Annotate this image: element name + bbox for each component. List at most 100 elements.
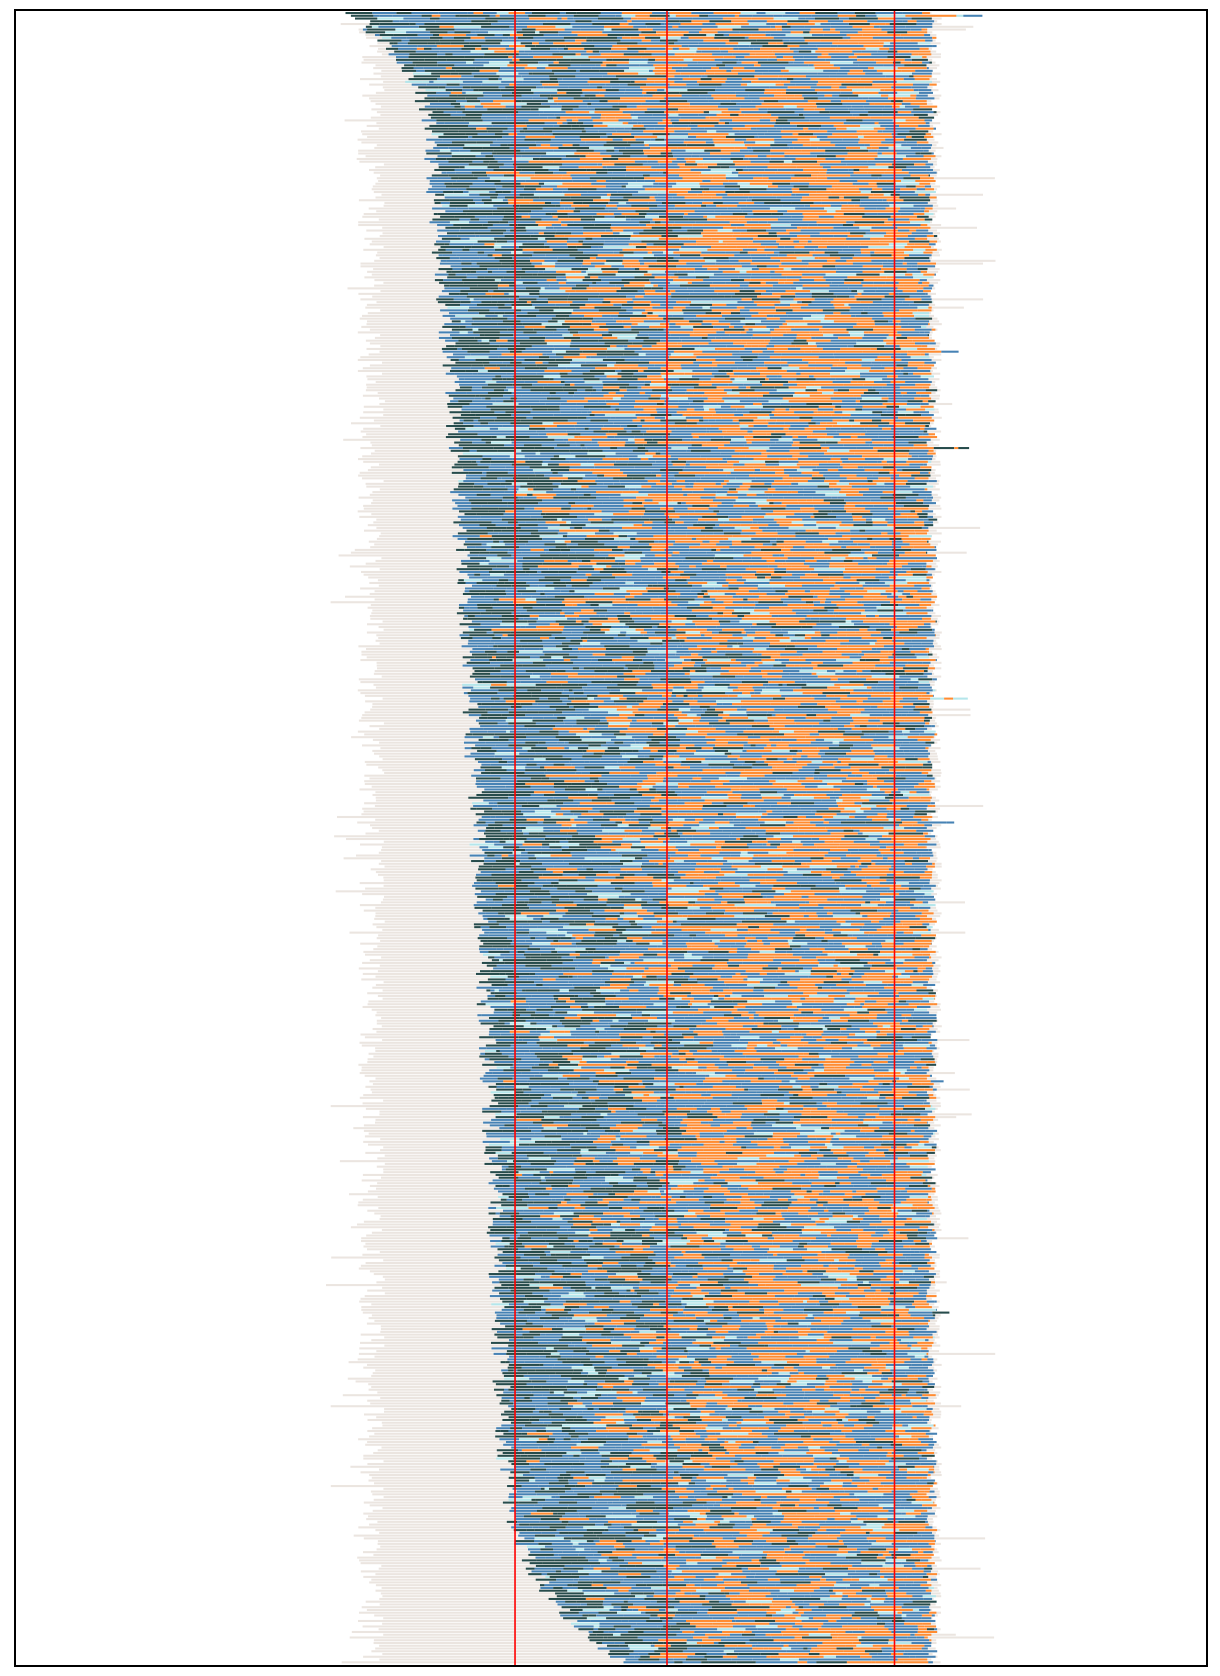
row-orange-segment [739, 375, 767, 377]
row-blue-segment [770, 290, 785, 292]
row-dark-segment [702, 337, 708, 339]
row-dark-segment [740, 290, 755, 292]
row-blue-segment [696, 26, 718, 28]
row-blue-segment [836, 431, 867, 433]
row-blue-segment [877, 461, 881, 463]
row-blue-segment [573, 18, 598, 20]
row-blue-segment [522, 75, 550, 77]
row-orange-segment [919, 436, 938, 438]
row-blue-segment [766, 326, 779, 328]
row-blue-segment [817, 345, 847, 347]
row-orange-segment [735, 163, 756, 165]
row-orange-segment [601, 53, 624, 55]
row-blue-segment [742, 86, 770, 88]
row-blue-segment [847, 106, 852, 108]
row-orange-segment [817, 221, 847, 223]
row-light-segment [670, 15, 676, 17]
row-orange-segment [686, 395, 692, 397]
row-dark-segment [500, 359, 514, 361]
row-blue-segment [833, 334, 850, 336]
row-dark-segment [531, 108, 539, 110]
row-blue-segment [866, 100, 891, 102]
row-blue-segment [912, 455, 919, 457]
row-blue-segment [868, 304, 883, 306]
row-blue-segment [678, 40, 704, 42]
row-blue-segment [527, 128, 543, 130]
row-blue-segment [514, 408, 532, 410]
row-blue-segment [876, 389, 906, 391]
row-dark-segment [500, 221, 508, 223]
row-blue-segment [579, 342, 604, 344]
row-dark-segment [462, 23, 491, 25]
row-orange-segment [584, 166, 602, 168]
row-orange-segment [440, 75, 461, 77]
row-orange-segment [834, 304, 845, 306]
row-orange-segment [920, 428, 924, 430]
row-blue-segment [521, 320, 548, 322]
row-dark-segment [854, 345, 884, 347]
row-dark-segment [440, 216, 454, 218]
row-blue-segment [841, 312, 862, 314]
row-blue-segment [918, 282, 922, 284]
row-dark-segment [626, 386, 638, 388]
row-orange-segment [738, 219, 752, 221]
row-orange-segment [642, 92, 646, 94]
row-blue-segment [579, 106, 587, 108]
row-blue-segment [700, 155, 717, 157]
row-orange-segment [676, 301, 691, 303]
row-light-segment [552, 351, 566, 353]
row-blue-segment [514, 161, 529, 163]
row-dark-segment [466, 188, 496, 190]
row-orange-segment [831, 458, 841, 460]
row-orange-segment [601, 428, 623, 430]
row-orange-segment [493, 100, 515, 102]
row-orange-segment [900, 34, 924, 36]
row-light-segment [382, 37, 391, 39]
row-orange-segment [770, 150, 801, 152]
row-blue-segment [747, 221, 759, 223]
row-dark-segment [736, 169, 743, 171]
row-blue-segment [477, 274, 507, 276]
row-blue-segment [769, 378, 779, 380]
row-orange-segment [835, 188, 859, 190]
row-dark-segment [558, 40, 565, 42]
row-blue-segment [689, 125, 698, 127]
row-dark-segment [466, 213, 493, 215]
row-dark-segment [871, 174, 881, 176]
row-orange-segment [571, 205, 589, 207]
row-dark-segment [926, 389, 937, 391]
row-dark-segment [346, 12, 373, 14]
row-blue-segment [620, 356, 647, 358]
row-dark-segment [668, 384, 672, 386]
row-blue-segment [537, 298, 548, 300]
row-blue-segment [637, 334, 648, 336]
row-orange-segment [853, 395, 861, 397]
row-light-segment [617, 337, 635, 339]
row-dark-segment [472, 318, 492, 320]
row-blue-segment [898, 230, 909, 232]
row-orange-segment [576, 53, 581, 55]
row-orange-segment [555, 235, 565, 237]
row-orange-segment [803, 219, 830, 221]
row-blue-segment [744, 97, 759, 99]
row-orange-segment [738, 172, 755, 174]
row-orange-segment [798, 180, 816, 182]
row-orange-segment [827, 136, 858, 138]
row-light-segment [912, 274, 923, 276]
row-dark-segment [566, 92, 582, 94]
row-blue-segment [402, 40, 410, 42]
row-blue-segment [686, 202, 693, 204]
row-dark-segment [452, 89, 462, 91]
row-blue-segment [638, 386, 642, 388]
row-blue-segment [748, 20, 767, 22]
row-blue-segment [831, 340, 857, 342]
row-orange-segment [832, 414, 851, 416]
row-dark-segment [480, 461, 491, 463]
row-blue-segment [701, 252, 726, 254]
row-blue-segment [474, 425, 503, 427]
row-dark-segment [519, 207, 543, 209]
row-blue-segment [783, 213, 803, 215]
row-orange-segment [566, 111, 590, 113]
row-orange-segment [696, 136, 714, 138]
row-orange-segment [782, 274, 803, 276]
